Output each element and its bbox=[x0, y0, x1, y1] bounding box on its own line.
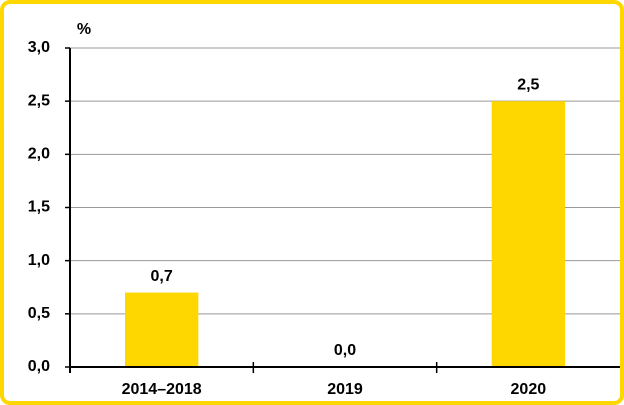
y-tick-label: 3,0 bbox=[28, 39, 50, 56]
bar bbox=[125, 292, 199, 367]
y-tick-label: 0,0 bbox=[28, 358, 50, 375]
y-tick-label: 1,5 bbox=[28, 199, 50, 216]
y-tick-label: 1,0 bbox=[28, 252, 50, 269]
value-label: 0,0 bbox=[334, 342, 356, 359]
value-label: 2,5 bbox=[517, 76, 539, 93]
x-tick-label: 2014–2018 bbox=[122, 381, 202, 398]
y-axis-label: % bbox=[77, 21, 91, 38]
bar bbox=[491, 101, 565, 368]
value-label: 0,7 bbox=[151, 268, 173, 285]
x-tick-label: 2020 bbox=[511, 381, 547, 398]
x-tick-label: 2019 bbox=[327, 381, 363, 398]
y-tick-label: 0,5 bbox=[28, 305, 50, 322]
y-tick-label: 2,5 bbox=[28, 92, 50, 109]
y-tick-label: 2,0 bbox=[28, 146, 50, 163]
